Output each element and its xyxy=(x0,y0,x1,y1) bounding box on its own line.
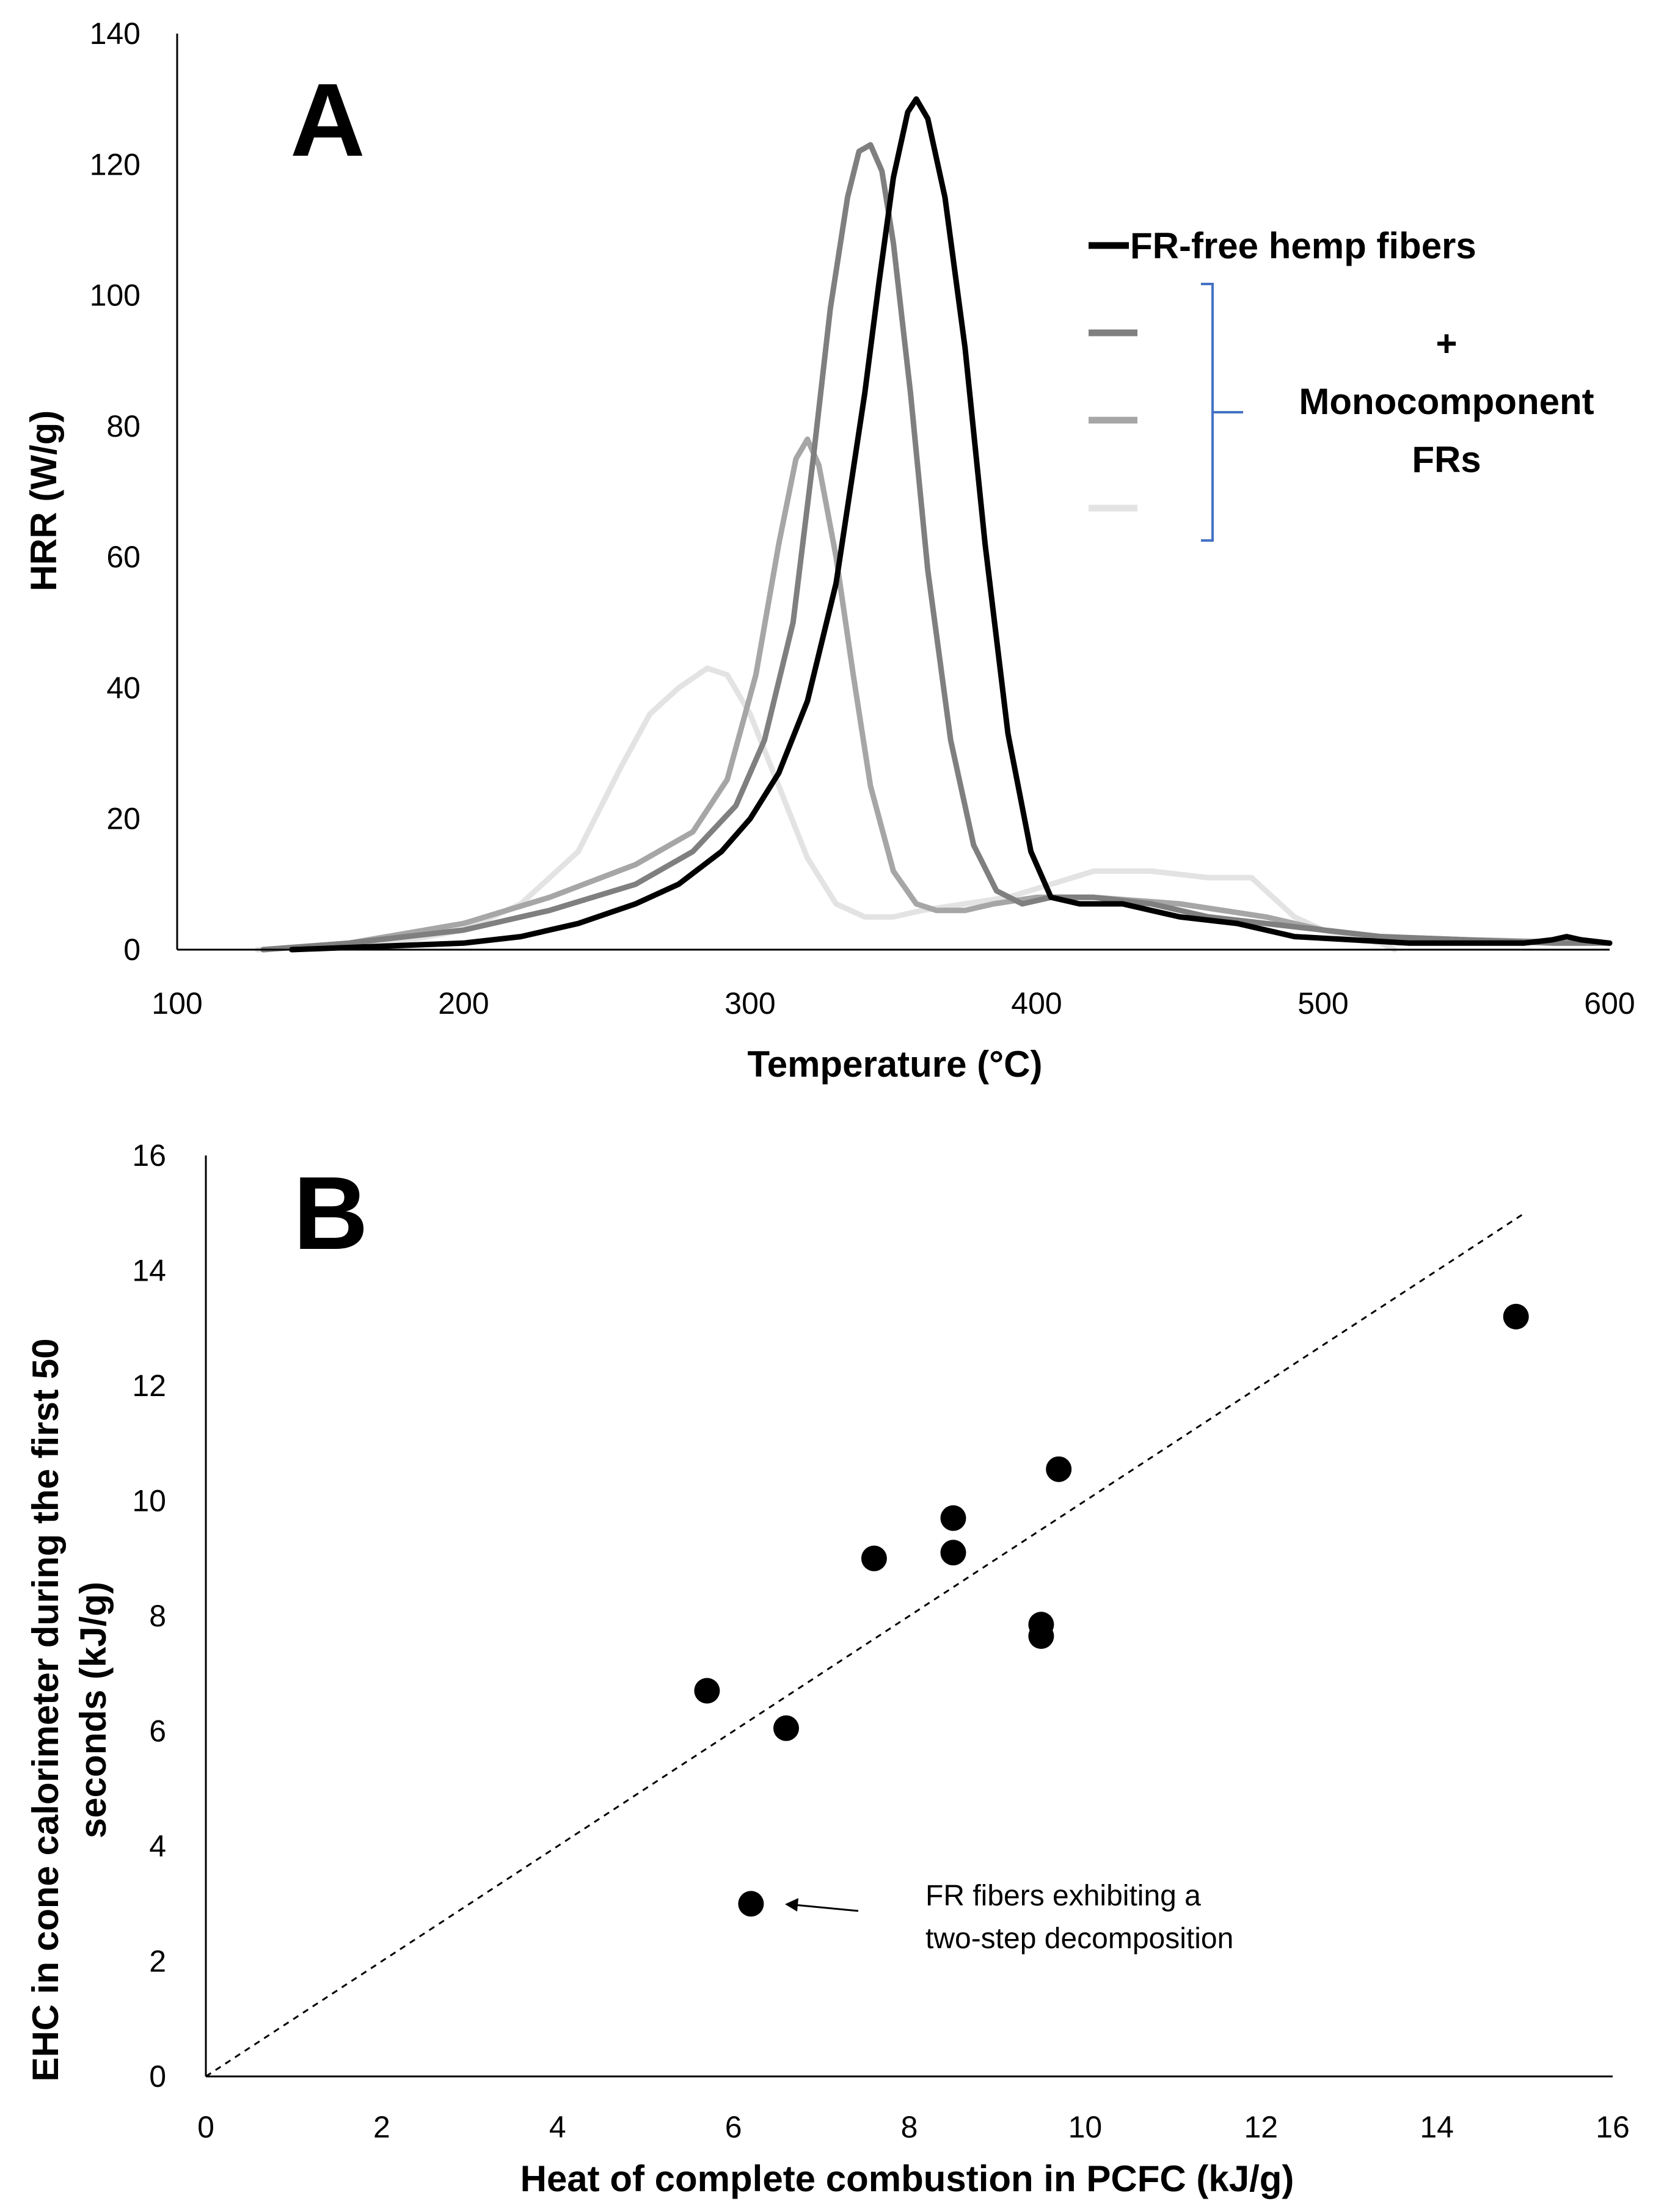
panel-b-y-axis-title: EHC in cone calorimeter during the first… xyxy=(25,1339,114,2082)
panel-b-y-tick-label: 12 xyxy=(132,1369,166,1403)
panel-a-x-tick-label: 400 xyxy=(1011,986,1062,1021)
panel-b-y-tick-label: 16 xyxy=(132,1138,166,1173)
panel-a-y-tick-label: 100 xyxy=(90,278,140,313)
panel-a-x-tick-label: 600 xyxy=(1584,986,1635,1021)
panel-b-y-tick-label: 8 xyxy=(149,1599,166,1633)
panel-a-y-tick-label: 140 xyxy=(90,16,140,51)
panel-a-series-line-4 xyxy=(254,665,1398,953)
panel-b-y-tick-label: 2 xyxy=(149,1945,166,1979)
panel-a-letter: A xyxy=(290,62,365,178)
panel-a-x-axis-title: Temperature (°C) xyxy=(748,1044,1043,1085)
panel-b-y-tick-label: 14 xyxy=(132,1254,166,1288)
panel-b-y-tick-labels: 0 2 4 6 8 10 12 14 16 xyxy=(132,1138,166,2094)
panel-a-y-tick-label: 0 xyxy=(123,933,140,967)
panel-b-y-axis-title-line2: seconds (kJ/g) xyxy=(73,1582,114,1838)
panel-b-point xyxy=(861,1545,887,1571)
panel-b-point xyxy=(940,1505,966,1531)
panel-b-point xyxy=(1046,1456,1072,1482)
legend-bracket xyxy=(1201,283,1243,542)
panel-b-y-tick-label: 6 xyxy=(149,1714,166,1748)
panel-b-x-tick-label: 0 xyxy=(197,2110,214,2144)
panel-b-x-tick-label: 6 xyxy=(725,2110,742,2144)
panel-b-y-tick-label: 4 xyxy=(149,1829,166,1863)
annotation-arrowhead xyxy=(785,1898,798,1912)
panel-a-y-tick-label: 60 xyxy=(106,540,140,574)
panel-b-y-tick-label: 10 xyxy=(132,1484,166,1518)
panel-b-points-group xyxy=(694,1303,1529,1917)
panel-a-series-line-2 xyxy=(260,142,1613,953)
panel-b-x-tick-label: 16 xyxy=(1596,2110,1630,2144)
panel-b-reference-line xyxy=(205,1212,1525,2078)
panel-b-x-tick-label: 12 xyxy=(1244,2110,1278,2144)
panel-b-ehc-scatter: B 0 2 4 6 8 10 12 14 16 0 2 4 6 8 10 12 14 16 Heat of co… xyxy=(25,1138,1630,2199)
panel-b-point xyxy=(694,1678,720,1704)
panel-a-x-tick-label: 200 xyxy=(438,986,489,1021)
panel-a-x-tick-label: 100 xyxy=(151,986,202,1021)
panel-a-hrr-chart: A 100 200 300 400 500 600 020406080100120140 … xyxy=(23,16,1635,1085)
panel-a-y-tick-label: 20 xyxy=(106,802,140,836)
panel-a-series-line-3 xyxy=(260,436,1613,953)
panel-a-y-tick-labels: 0 20 40 60 80 100 120 140 xyxy=(90,16,140,967)
panel-b-x-axis-title: Heat of complete combustion in PCFC (kJ/… xyxy=(520,2158,1294,2199)
legend-label-fr-free: FR-free hemp fibers xyxy=(1130,225,1476,266)
panel-b-x-tick-label: 2 xyxy=(373,2110,390,2144)
panel-a-legend: FR-free hemp fibers + Monocomponent FRs xyxy=(1089,225,1594,542)
panel-b-point xyxy=(940,1540,966,1566)
panel-b-point xyxy=(1503,1303,1529,1330)
legend-group-line2: FRs xyxy=(1412,439,1481,480)
panel-b-x-tick-labels: 0 2 4 6 8 10 12 14 16 xyxy=(197,2110,1630,2144)
panel-b-letter: B xyxy=(293,1155,368,1272)
annotation-arrow-line xyxy=(794,1904,859,1912)
panel-a-x-tick-labels: 100 200 300 400 500 600 xyxy=(151,986,1635,1021)
annotation-text-line2: two-step decomposition xyxy=(925,1923,1233,1955)
panel-b-point xyxy=(738,1891,764,1917)
panel-b-x-tick-label: 14 xyxy=(1420,2110,1454,2144)
panel-b-x-tick-label: 8 xyxy=(901,2110,918,2144)
legend-group-line1: Monocomponent xyxy=(1299,381,1594,422)
panel-a-y-tick-label: 80 xyxy=(106,409,140,443)
panel-b-y-tick-label: 0 xyxy=(149,2059,166,2094)
panel-a-y-tick-label: 120 xyxy=(90,147,140,181)
panel-b-annotation: FR fibers exhibiting a two-step decompos… xyxy=(785,1880,1233,1955)
panel-b-x-tick-label: 4 xyxy=(549,2110,566,2144)
panel-b-y-axis-title-line1: EHC in cone calorimeter during the first… xyxy=(25,1339,66,2082)
panel-a-y-axis-title: HRR (W/g) xyxy=(23,410,64,592)
panel-a-series-group xyxy=(254,96,1613,953)
panel-a-x-tick-label: 500 xyxy=(1297,986,1348,1021)
panel-b-point xyxy=(773,1715,799,1741)
panel-b-point xyxy=(1028,1623,1054,1649)
panel-a-series-line-1 xyxy=(289,96,1613,953)
panel-b-x-tick-label: 10 xyxy=(1068,2110,1103,2144)
annotation-text-line1: FR fibers exhibiting a xyxy=(925,1880,1201,1912)
panel-a-y-tick-label: 40 xyxy=(106,671,140,705)
legend-plus: + xyxy=(1436,323,1457,364)
panel-a-x-tick-label: 300 xyxy=(724,986,775,1021)
